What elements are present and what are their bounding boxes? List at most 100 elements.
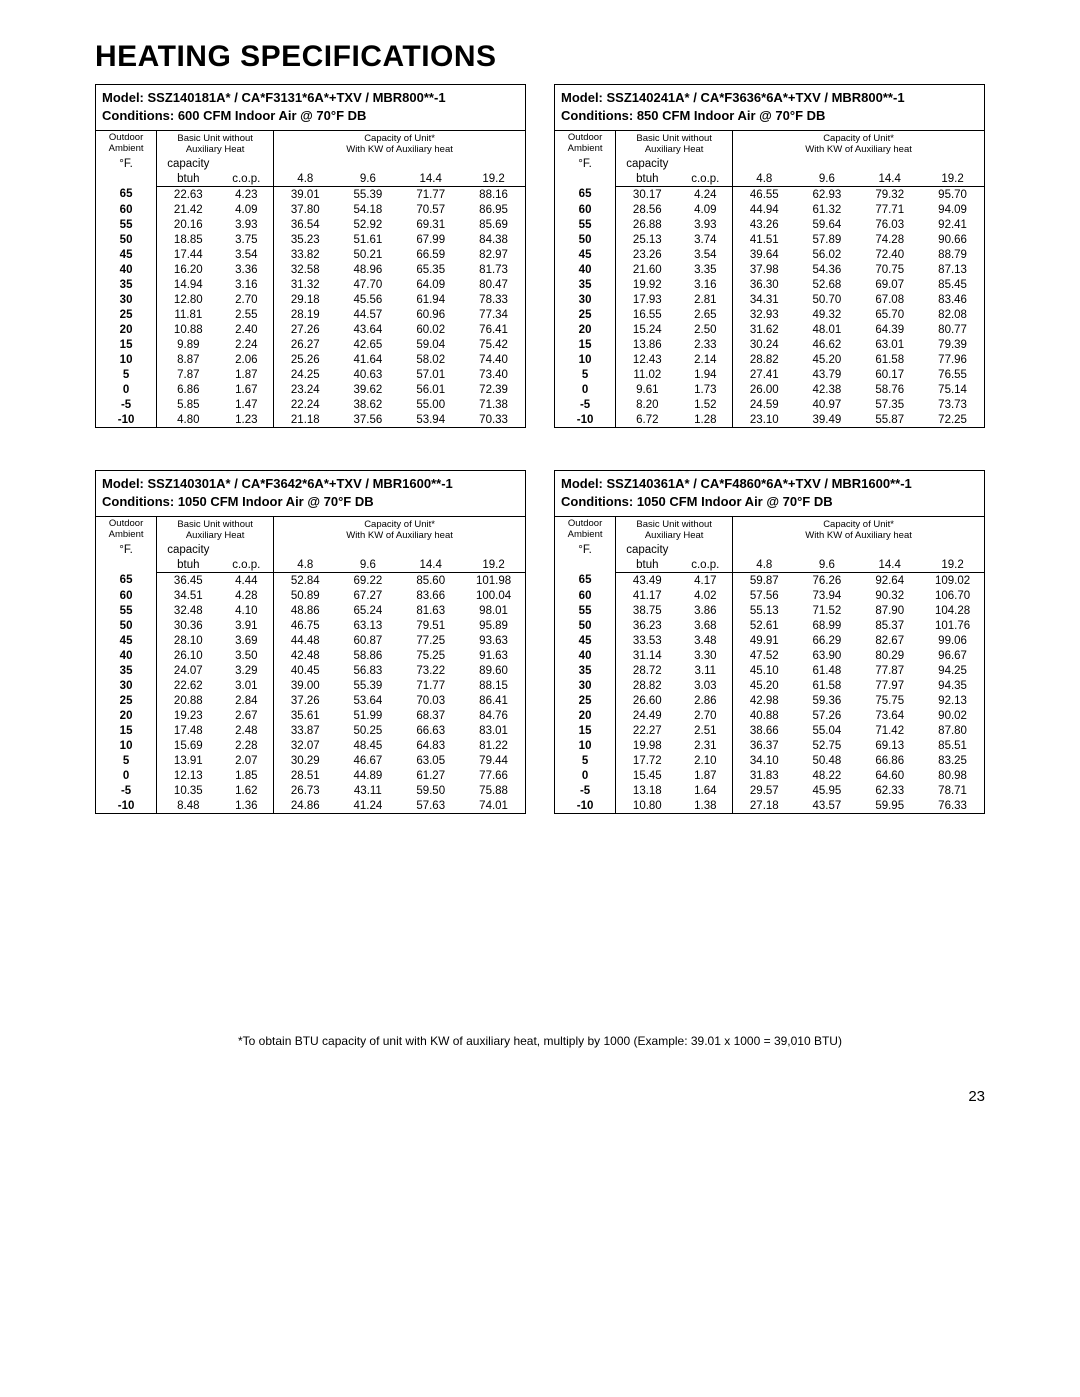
cell-capacity: 9.89: [157, 337, 220, 352]
cell-capacity: 19.23: [157, 708, 220, 723]
cell-kw: 42.65: [336, 337, 399, 352]
table-row: 1012.432.1428.8245.2061.5877.96: [555, 352, 984, 367]
cell-kw: 55.39: [336, 678, 399, 693]
cell-outdoor: 25: [555, 307, 616, 322]
hdr-capacity-btuh2: btuh: [157, 171, 220, 187]
cell-kw: 24.25: [274, 367, 337, 382]
cell-kw: 83.01: [462, 723, 525, 738]
cell-capacity: 34.51: [157, 588, 220, 603]
table-row: 5532.484.1048.8665.2481.6398.01: [96, 603, 525, 618]
table-row: 6041.174.0257.5673.9490.32106.70: [555, 588, 984, 603]
hdr-blank: [462, 156, 525, 171]
cell-kw: 55.04: [795, 723, 858, 738]
cell-outdoor: 10: [555, 352, 616, 367]
cell-kw: 79.51: [399, 618, 462, 633]
cell-kw: 46.62: [795, 337, 858, 352]
cell-kw: 77.66: [462, 768, 525, 783]
cell-kw: 84.76: [462, 708, 525, 723]
cell-kw: 36.30: [733, 277, 796, 292]
cell-cop: 3.69: [219, 633, 273, 648]
cell-cop: 2.50: [678, 322, 732, 337]
cell-outdoor: 60: [555, 588, 616, 603]
table-row: 517.722.1034.1050.4866.8683.25: [555, 753, 984, 768]
cell-capacity: 15.45: [616, 768, 679, 783]
hdr-blank: [795, 156, 858, 171]
table-row: 2526.602.8642.9859.3675.7592.13: [555, 693, 984, 708]
hdr-cop: c.o.p.: [678, 557, 732, 573]
cell-kw: 51.99: [336, 708, 399, 723]
table-row: 4021.603.3537.9854.3670.7587.13: [555, 262, 984, 277]
hdr-outdoor: OutdoorAmbient: [96, 517, 157, 542]
cell-cop: 2.67: [219, 708, 273, 723]
cell-outdoor: 45: [555, 633, 616, 648]
cell-cop: 3.54: [219, 247, 273, 262]
cell-kw: 51.61: [336, 232, 399, 247]
cell-capacity: 8.20: [616, 397, 679, 412]
cell-outdoor: 65: [96, 187, 157, 203]
hdr-outdoor: OutdoorAmbient: [96, 131, 157, 156]
cell-kw: 87.13: [921, 262, 984, 277]
cell-kw: 90.02: [921, 708, 984, 723]
cell-capacity: 38.75: [616, 603, 679, 618]
cell-kw: 40.88: [733, 708, 796, 723]
hdr-blank: [795, 542, 858, 557]
table-row: 2520.882.8437.2653.6470.0386.41: [96, 693, 525, 708]
cell-capacity: 33.53: [616, 633, 679, 648]
cell-kw: 85.37: [858, 618, 921, 633]
cell-outdoor: 40: [96, 262, 157, 277]
cell-kw: 55.39: [336, 187, 399, 203]
table-row: 6536.454.4452.8469.2285.60101.98: [96, 573, 525, 589]
cell-cop: 2.06: [219, 352, 273, 367]
hdr-basic-unit: Basic Unit withoutAuxiliary Heat: [616, 517, 733, 542]
cell-cop: 1.38: [678, 798, 732, 813]
cell-capacity: 15.69: [157, 738, 220, 753]
cell-outdoor: 55: [96, 217, 157, 232]
cell-kw: 40.45: [274, 663, 337, 678]
spec-block: Model: SSZ140361A* / CA*F4860*6A*+TXV / …: [554, 470, 985, 814]
cell-kw: 66.86: [858, 753, 921, 768]
hdr-kw: 14.4: [399, 557, 462, 573]
cell-cop: 3.50: [219, 648, 273, 663]
cell-kw: 66.29: [795, 633, 858, 648]
cell-outdoor: 65: [555, 187, 616, 203]
cell-capacity: 17.44: [157, 247, 220, 262]
cell-kw: 75.75: [858, 693, 921, 708]
cell-kw: 35.23: [274, 232, 337, 247]
table-row: 3528.723.1145.1061.4877.8794.25: [555, 663, 984, 678]
cell-cop: 4.17: [678, 573, 732, 589]
cell-kw: 73.64: [858, 708, 921, 723]
hdr-degf: °F.: [555, 156, 616, 187]
cell-kw: 83.25: [921, 753, 984, 768]
cell-outdoor: -10: [96, 798, 157, 813]
cell-cop: 2.51: [678, 723, 732, 738]
cell-kw: 62.93: [795, 187, 858, 203]
cell-capacity: 25.13: [616, 232, 679, 247]
cell-kw: 54.36: [795, 262, 858, 277]
cell-kw: 44.94: [733, 202, 796, 217]
cell-kw: 57.35: [858, 397, 921, 412]
cell-kw: 57.56: [733, 588, 796, 603]
cell-kw: 85.60: [399, 573, 462, 589]
cell-capacity: 28.82: [616, 678, 679, 693]
table-row: 2010.882.4027.2643.6460.0276.41: [96, 322, 525, 337]
cell-kw: 33.82: [274, 247, 337, 262]
cell-kw: 85.69: [462, 217, 525, 232]
hdr-kw: 14.4: [399, 171, 462, 187]
cell-kw: 67.08: [858, 292, 921, 307]
conditions-line: Conditions: 850 CFM Indoor Air @ 70°F DB: [561, 107, 978, 125]
cell-kw: 70.75: [858, 262, 921, 277]
cell-kw: 37.98: [733, 262, 796, 277]
cell-kw: 77.71: [858, 202, 921, 217]
cell-capacity: 12.80: [157, 292, 220, 307]
hdr-blank: [219, 156, 273, 171]
cell-kw: 53.64: [336, 693, 399, 708]
cell-kw: 38.62: [336, 397, 399, 412]
cell-outdoor: 20: [555, 708, 616, 723]
cell-capacity: 11.81: [157, 307, 220, 322]
cell-capacity: 12.13: [157, 768, 220, 783]
hdr-kw: 9.6: [795, 171, 858, 187]
cell-kw: 77.87: [858, 663, 921, 678]
cell-kw: 61.94: [399, 292, 462, 307]
cell-outdoor: 45: [96, 633, 157, 648]
cell-kw: 64.83: [399, 738, 462, 753]
